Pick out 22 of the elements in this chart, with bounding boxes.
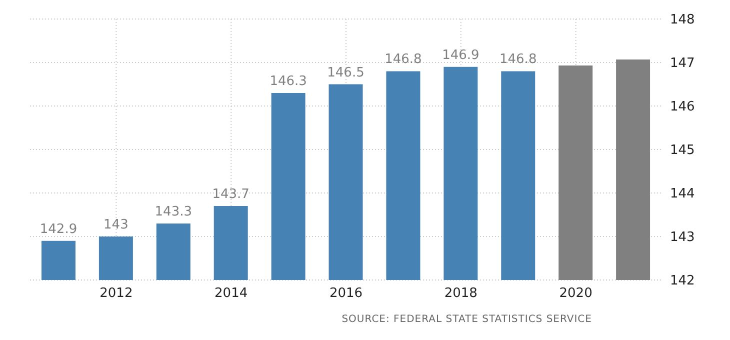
data-label: 143.3 — [154, 204, 192, 220]
data-label: 146.8 — [384, 52, 422, 68]
y-tick-label: 148 — [670, 12, 695, 28]
data-label: 142.9 — [40, 222, 78, 237]
y-tick-label: 146 — [670, 100, 695, 115]
data-label: 146.5 — [327, 65, 364, 80]
data-label: 146.8 — [500, 52, 537, 68]
y-tick-label: 147 — [670, 56, 695, 72]
y-tick-label: 145 — [670, 143, 695, 158]
y-tick-label: 143 — [670, 230, 695, 246]
x-tick-label: 2012 — [100, 286, 133, 302]
data-label: 146.9 — [442, 48, 480, 63]
data-label: 143 — [104, 218, 128, 232]
data-label: 146.3 — [270, 74, 307, 89]
data-label: 143.7 — [212, 187, 250, 202]
x-tick-label: 2016 — [329, 286, 363, 302]
y-tick-label: 142 — [670, 274, 695, 289]
x-tick-label: 2020 — [559, 286, 592, 302]
y-tick-label: 144 — [670, 186, 695, 202]
x-tick-label: 2014 — [214, 286, 248, 302]
source-note: SOURCE: FEDERAL STATE STATISTICS SERVICE — [340, 314, 593, 325]
x-tick-label: 2018 — [444, 286, 478, 302]
